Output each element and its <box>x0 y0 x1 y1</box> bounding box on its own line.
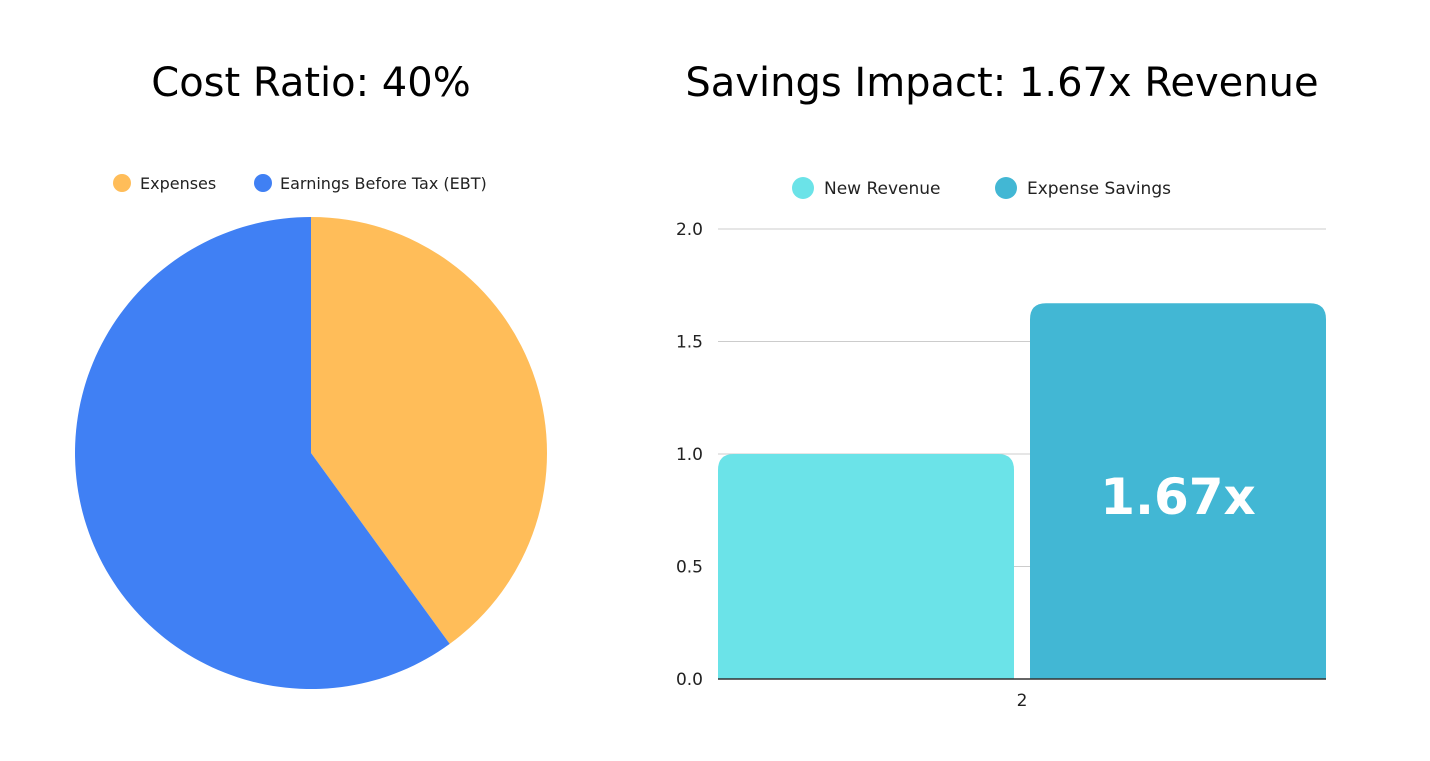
pie-legend-swatch-expenses <box>113 174 131 192</box>
bar-y-tick-label: 0.5 <box>676 558 703 578</box>
bar-legend-swatch-new-revenue <box>792 177 814 199</box>
pie-legend-label-ebt: Earnings Before Tax (EBT) <box>280 174 487 193</box>
pie-chart-title: Cost Ratio: 40% <box>151 60 470 106</box>
bar-chart: Savings Impact: 1.67x Revenue New Revenu… <box>676 60 1326 711</box>
pie-legend-item-ebt: Earnings Before Tax (EBT) <box>254 174 487 193</box>
pie-slices <box>75 217 548 689</box>
bar-legend-label-expense-savings: Expense Savings <box>1027 179 1171 199</box>
bar-y-tick-label: 2.0 <box>676 220 703 240</box>
bar-x-tick-label: 2 <box>1017 691 1028 711</box>
pie-legend-label-expenses: Expenses <box>140 174 216 193</box>
bar-x-axis-ticks: 2 <box>1017 691 1028 711</box>
bar-y-tick-label: 1.0 <box>676 445 703 465</box>
pie-legend-item-expenses: Expenses <box>113 174 216 193</box>
bar-chart-title: Savings Impact: 1.67x Revenue <box>685 60 1318 106</box>
bar-new-revenue <box>718 454 1014 679</box>
pie-chart: Cost Ratio: 40% Expenses Earnings Before… <box>75 60 548 689</box>
bar-y-tick-label: 1.5 <box>676 333 703 353</box>
pie-legend-swatch-ebt <box>254 174 272 192</box>
bar-legend: New Revenue Expense Savings <box>792 177 1171 199</box>
pie-slice-earnings-before-tax-ebt <box>75 217 450 689</box>
pie-slice-expenses <box>311 217 548 644</box>
bar-legend-item-new-revenue: New Revenue <box>792 177 941 199</box>
bar-legend-item-expense-savings: Expense Savings <box>995 177 1171 199</box>
bar-expense-savings <box>1030 303 1326 679</box>
bar-bars: 1.67x <box>718 303 1326 679</box>
pie-legend: Expenses Earnings Before Tax (EBT) <box>113 174 487 193</box>
bar-legend-label-new-revenue: New Revenue <box>824 179 941 199</box>
bar-data-label-expense-savings: 1.67x <box>1100 468 1256 526</box>
bar-y-axis-ticks: 0.0 0.5 1.0 1.5 2.0 <box>676 220 703 690</box>
bar-y-tick-label: 0.0 <box>676 670 703 690</box>
bar-legend-swatch-expense-savings <box>995 177 1017 199</box>
